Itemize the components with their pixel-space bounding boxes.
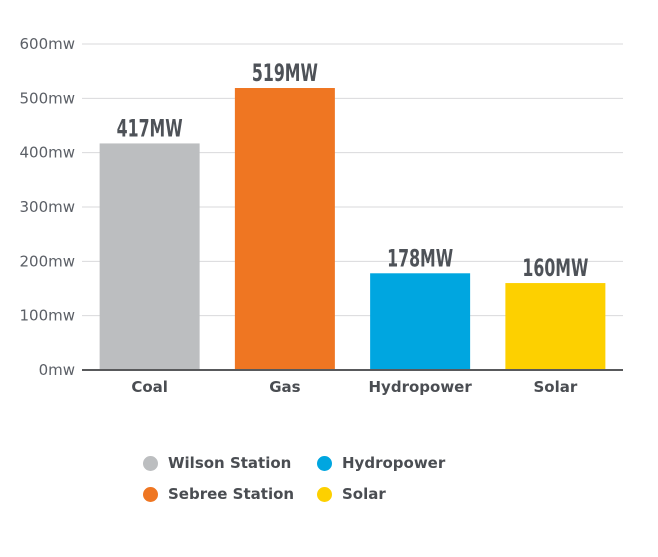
bar-coal xyxy=(99,143,200,370)
bar-hydropower xyxy=(370,273,471,370)
legend-swatch xyxy=(143,486,158,502)
legend-label: Solar xyxy=(342,485,386,503)
bar-value-label: 160MW xyxy=(522,254,588,282)
y-axis-tick-labels: 0mw 100mw 200mw 300mw 400mw 500mw 600mw xyxy=(19,35,75,379)
x-category-label: Hydropower xyxy=(369,378,473,396)
x-category-label: Coal xyxy=(131,378,168,396)
bar-gas xyxy=(234,88,335,370)
x-axis-category-labels: Coal Gas Hydropower Solar xyxy=(131,378,578,396)
bar-value-label: 519MW xyxy=(252,59,318,87)
y-tick-label: 400mw xyxy=(19,144,75,162)
legend-swatch xyxy=(317,455,332,471)
y-tick-label: 300mw xyxy=(19,198,75,216)
legend-item-solar: Solar xyxy=(317,485,386,503)
y-tick-label: 500mw xyxy=(19,89,75,107)
y-tick-label: 100mw xyxy=(19,307,75,325)
bar-value-labels: 417MW 519MW 178MW 160MW xyxy=(117,59,589,282)
x-category-label: Solar xyxy=(533,378,577,396)
legend-label: Wilson Station xyxy=(168,454,292,472)
legend-label: Sebree Station xyxy=(168,485,295,503)
bar-value-label: 178MW xyxy=(387,244,453,272)
legend-label: Hydropower xyxy=(342,454,446,472)
x-category-label: Gas xyxy=(269,378,300,396)
bars xyxy=(99,88,606,370)
y-tick-label: 600mw xyxy=(19,35,75,53)
legend-item-sebree-station: Sebree Station xyxy=(143,485,294,503)
legend-swatch xyxy=(317,486,332,502)
bar-solar xyxy=(505,283,606,370)
y-tick-label: 0mw xyxy=(39,361,75,379)
legend-swatch xyxy=(143,455,158,471)
legend-item-wilson-station: Wilson Station xyxy=(143,454,291,472)
legend-item-hydropower: Hydropower xyxy=(317,454,445,472)
bar-chart: 0mw 100mw 200mw 300mw 400mw 500mw 600mw Coal Ga… xyxy=(19,35,623,396)
y-tick-label: 200mw xyxy=(19,252,75,270)
bar-value-label: 417MW xyxy=(117,114,183,142)
